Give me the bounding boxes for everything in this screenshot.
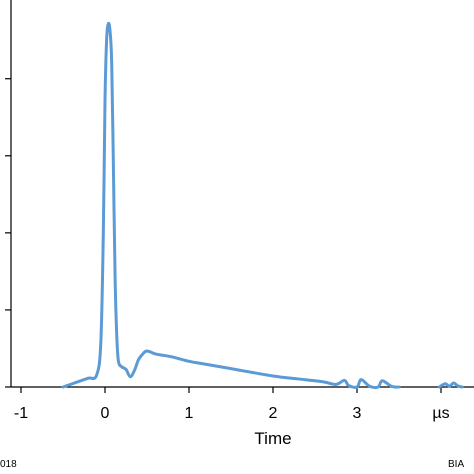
x-tick-label-0: -1 — [14, 405, 28, 422]
x-axis-title: Time — [254, 429, 291, 448]
x-tick-label-3: 2 — [269, 405, 278, 422]
footer-left-text: 018 — [0, 459, 17, 470]
footer-right-text: BIA — [448, 459, 465, 470]
series-layer — [61, 21, 464, 389]
series-line-tail — [437, 381, 464, 389]
series-line-0 — [61, 21, 401, 389]
x-tick-label-1: 0 — [101, 405, 110, 422]
x-axis: -1 0 1 2 3 — [11, 386, 474, 422]
y-axis — [5, 0, 12, 388]
x-tick-label-4: 3 — [353, 405, 362, 422]
x-unit-label: µs — [432, 405, 449, 422]
x-tick-label-2: 1 — [185, 405, 194, 422]
